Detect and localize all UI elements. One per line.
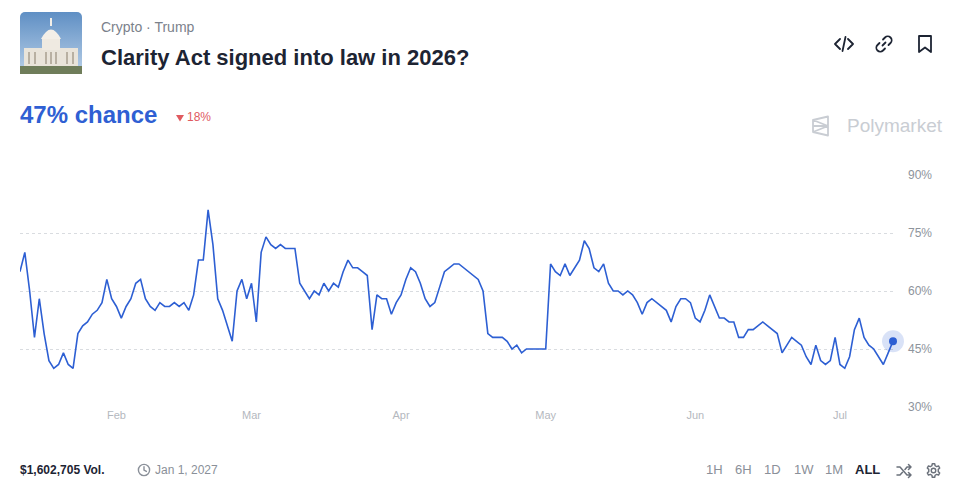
svg-text:Feb: Feb xyxy=(107,409,126,421)
html-text:Crypto · Trump: Crypto · Trump xyxy=(101,19,195,35)
svg-text:75%: 75% xyxy=(908,226,932,240)
html-text:1W: 1W xyxy=(794,462,814,477)
svg-text:Apr: Apr xyxy=(392,409,409,421)
html-text:18%: 18% xyxy=(187,110,211,124)
svg-text:Jun: Jun xyxy=(686,409,704,421)
svg-text:60%: 60% xyxy=(908,284,932,298)
svg-text:45%: 45% xyxy=(908,342,932,356)
html-text:ALL: ALL xyxy=(855,462,881,477)
html-text:47% chance: 47% chance xyxy=(20,101,158,128)
html-text:Jan 1, 2027: Jan 1, 2027 xyxy=(155,463,218,477)
html-text:1D: 1D xyxy=(764,462,781,477)
html-text:1H: 1H xyxy=(706,462,723,477)
html-text:Clarity Act signed into law in: Clarity Act signed into law in 2026? xyxy=(101,45,470,70)
svg-text:Jul: Jul xyxy=(833,409,847,421)
svg-text:30%: 30% xyxy=(908,400,932,414)
html-text:$1,602,705 Vol.: $1,602,705 Vol. xyxy=(20,463,105,477)
html-text:6H: 6H xyxy=(735,462,752,477)
svg-text:May: May xyxy=(535,409,556,421)
html-text:Polymarket: Polymarket xyxy=(847,115,942,136)
svg-text:90%: 90% xyxy=(908,168,932,182)
svg-text:Mar: Mar xyxy=(242,409,261,421)
html-text:1M: 1M xyxy=(825,462,844,477)
